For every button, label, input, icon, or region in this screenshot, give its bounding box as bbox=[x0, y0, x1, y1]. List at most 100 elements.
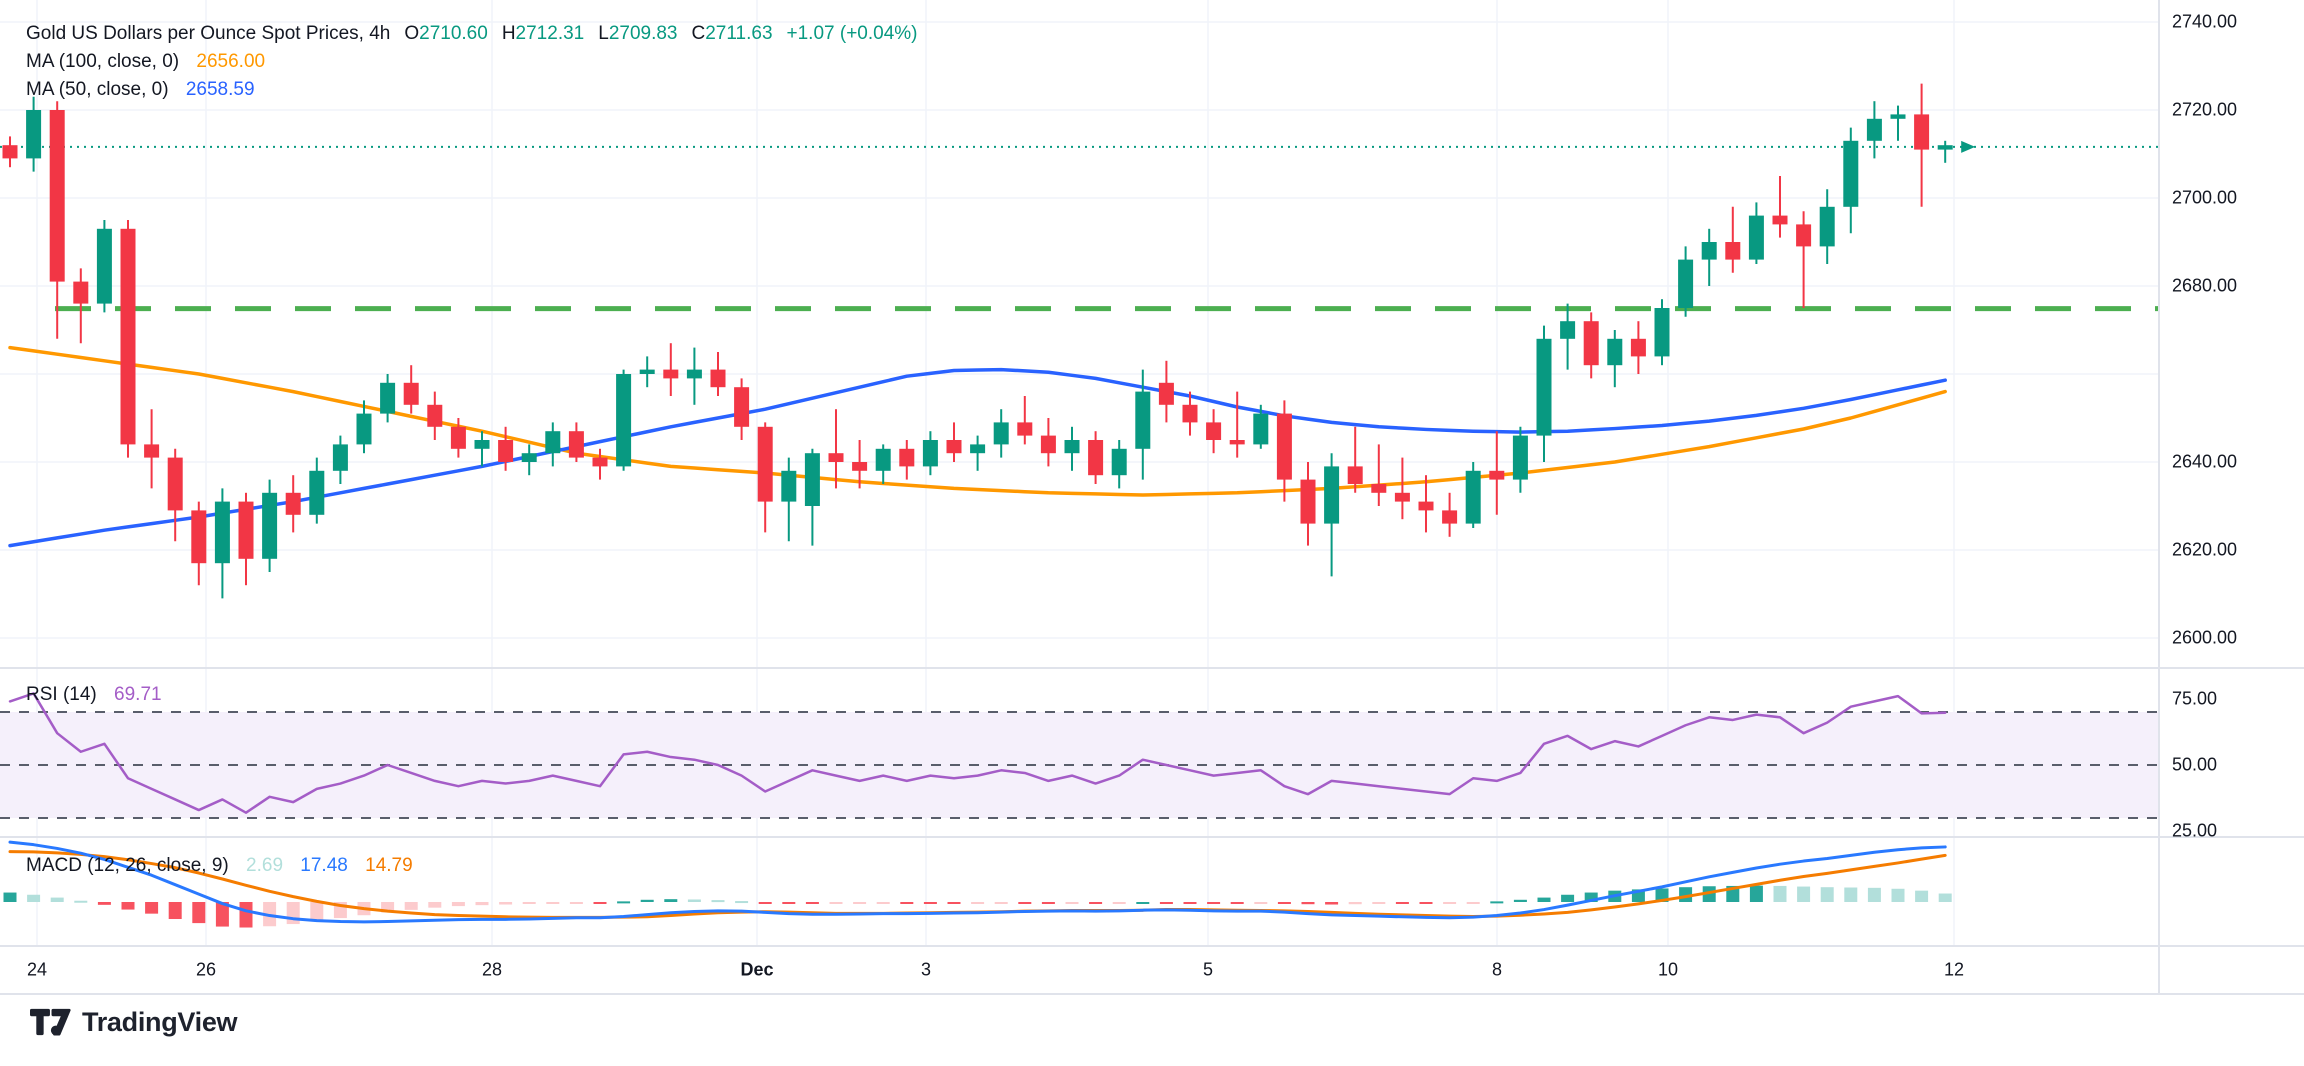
macd-histogram-bar bbox=[1490, 901, 1504, 904]
macd-histogram-bar bbox=[593, 902, 607, 904]
macd-histogram-bar bbox=[687, 899, 701, 902]
macd-histogram-bar bbox=[1089, 902, 1103, 904]
macd-histogram-bar bbox=[1938, 893, 1952, 902]
macd-histogram-bar bbox=[1867, 887, 1881, 902]
macd-histogram-bar bbox=[1207, 902, 1221, 904]
low-value: 2709.83 bbox=[608, 23, 678, 44]
candle-body bbox=[1418, 501, 1434, 511]
macd-histogram-bar bbox=[1301, 902, 1315, 905]
candle-body bbox=[1536, 338, 1552, 436]
macd-line-value: 17.48 bbox=[300, 855, 348, 876]
candle-body bbox=[1701, 242, 1717, 260]
macd-histogram-bar bbox=[1277, 902, 1291, 904]
candle-body bbox=[427, 404, 443, 427]
candle-body bbox=[1796, 224, 1812, 247]
candle-body bbox=[1206, 422, 1222, 440]
macd-line bbox=[8, 840, 1947, 924]
candle-body bbox=[1560, 321, 1576, 339]
macd-histogram-bar bbox=[735, 901, 749, 904]
candle-body bbox=[144, 444, 160, 458]
candle-body bbox=[1630, 338, 1646, 357]
macd-histogram-bar bbox=[404, 902, 418, 910]
candle-body bbox=[1135, 391, 1151, 449]
macd-histogram-bar bbox=[1041, 902, 1055, 904]
macd-histogram-bar bbox=[475, 902, 489, 906]
candle-body bbox=[1819, 206, 1835, 247]
macd-histogram-bar bbox=[1325, 902, 1339, 905]
candle-body bbox=[1937, 145, 1953, 150]
macd-histogram-bar bbox=[168, 902, 182, 920]
close-value: 2711.63 bbox=[705, 23, 773, 44]
change-value: +1.07 (+0.04%) bbox=[786, 23, 918, 44]
price-axis[interactable]: 2711.63 2674.86 2658.59 2656.00 69.71 17… bbox=[2160, 0, 2304, 994]
macd-histogram-bar bbox=[1254, 902, 1268, 904]
macd-histogram-bar bbox=[1065, 902, 1079, 904]
price-tick: 2720.00 bbox=[2172, 99, 2238, 120]
macd-histogram-bar bbox=[1702, 886, 1716, 902]
candle-body bbox=[167, 457, 183, 511]
time-tick: Dec bbox=[740, 959, 774, 980]
macd-histogram-bar bbox=[805, 902, 819, 904]
candle-body bbox=[1088, 440, 1104, 476]
candle-body bbox=[946, 440, 962, 454]
macd-histogram-bar bbox=[27, 894, 41, 902]
tradingview-logo-text: TradingView bbox=[82, 1006, 238, 1037]
ma50-row[interactable]: MA (50, close, 0) 2658.59 bbox=[26, 76, 918, 104]
candle-body bbox=[616, 374, 632, 467]
macd-histogram-bar bbox=[664, 899, 678, 902]
symbol-row[interactable]: Gold US Dollars per Ounce Spot Prices, 4… bbox=[26, 20, 918, 48]
candle-body bbox=[380, 382, 396, 414]
candle-body bbox=[828, 453, 844, 462]
ma100-row[interactable]: MA (100, close, 0) 2656.00 bbox=[26, 48, 918, 76]
time-tick: 8 bbox=[1491, 959, 1503, 980]
macd-histogram-bar bbox=[640, 899, 654, 902]
candle-body bbox=[1017, 422, 1033, 436]
candle-body bbox=[521, 453, 537, 462]
macd-histogram-bar bbox=[1419, 902, 1433, 904]
candle-body bbox=[686, 369, 702, 379]
candle-body bbox=[757, 426, 773, 502]
candle-body bbox=[1512, 435, 1528, 480]
ma50-value: 2658.59 bbox=[185, 79, 255, 100]
main-legend[interactable]: Gold US Dollars per Ounce Spot Prices, 4… bbox=[26, 20, 918, 104]
macd-histogram-bar bbox=[1537, 897, 1551, 902]
macd-histogram-bar bbox=[853, 902, 867, 904]
tradingview-logo[interactable]: TradingView bbox=[30, 1006, 238, 1038]
candle-body bbox=[1654, 308, 1670, 357]
candle-body bbox=[1182, 404, 1198, 423]
candle-body bbox=[710, 369, 726, 388]
rsi-legend[interactable]: RSI (14) 69.71 bbox=[26, 684, 162, 706]
candle-body bbox=[356, 413, 372, 445]
rsi-tick: 25.00 bbox=[2172, 820, 2218, 841]
candle-body bbox=[1111, 448, 1127, 476]
macd-histogram-bar bbox=[758, 902, 772, 904]
macd-histogram-bar bbox=[617, 901, 631, 904]
macd-legend[interactable]: MACD (12, 26, close, 9) 2.69 17.48 14.79 bbox=[26, 855, 413, 877]
candle-body bbox=[1890, 114, 1906, 119]
candle-body bbox=[568, 431, 584, 458]
candle-body bbox=[1276, 413, 1292, 480]
macd-histogram-bar bbox=[569, 902, 583, 904]
time-tick: 24 bbox=[26, 959, 48, 980]
rsi-tick: 75.00 bbox=[2172, 688, 2218, 709]
rsi-tick: 50.00 bbox=[2172, 754, 2218, 775]
candle-body bbox=[191, 510, 207, 564]
macd-signal-value: 14.79 bbox=[365, 855, 413, 876]
candle-body bbox=[1300, 479, 1316, 524]
macd-histogram-bar bbox=[546, 902, 560, 904]
price-tick: 2700.00 bbox=[2172, 187, 2238, 208]
last-price-marker bbox=[1961, 140, 1976, 153]
time-axis[interactable]: 24 26 28 Dec 3 5 8 10 12 bbox=[0, 946, 2304, 994]
candle-body bbox=[1064, 440, 1080, 454]
macd-histogram-bar bbox=[947, 902, 961, 904]
candle-body bbox=[26, 110, 42, 159]
macd-histogram-bar bbox=[1749, 885, 1763, 902]
candle-body bbox=[214, 501, 230, 564]
candle-body bbox=[96, 228, 112, 304]
macd-histogram-bar bbox=[1018, 902, 1032, 904]
macd-histogram-bar bbox=[428, 902, 442, 908]
time-tick: 3 bbox=[920, 959, 932, 980]
macd-histogram-bar bbox=[1561, 894, 1575, 902]
macd-histogram-bar bbox=[74, 900, 88, 903]
